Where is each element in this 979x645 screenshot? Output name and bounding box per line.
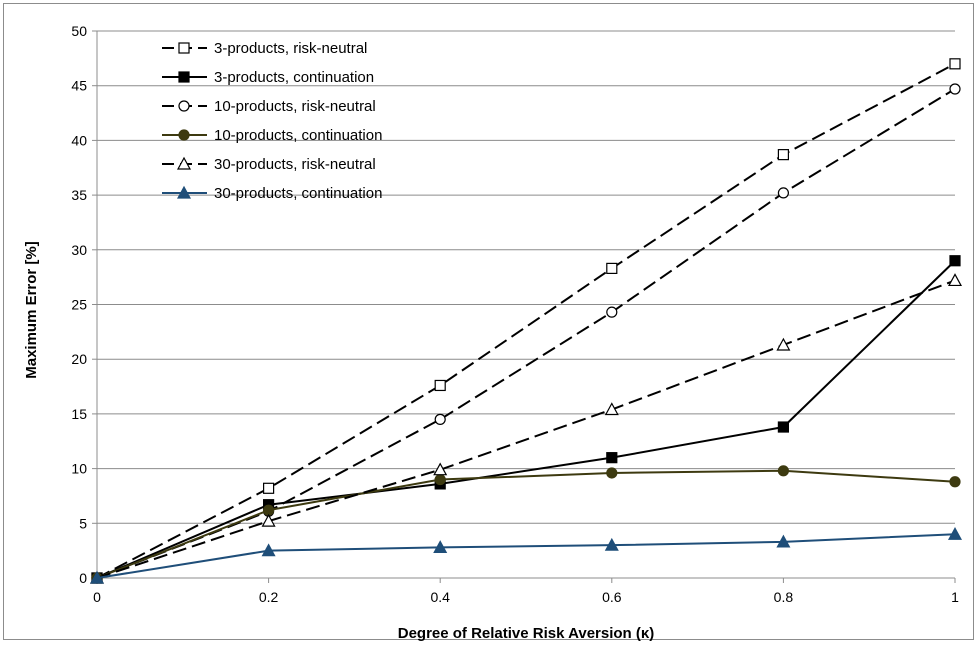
x-tick-label: 1 (951, 589, 959, 605)
x-tick-label: 0.6 (602, 589, 622, 605)
y-tick-label: 5 (79, 515, 87, 531)
legend-item: 3-products, risk-neutral (162, 40, 367, 57)
chart-frame (3, 3, 974, 640)
data-point (606, 452, 618, 464)
x-tick-label: 0.8 (774, 589, 794, 605)
legend-label: 3-products, continuation (214, 69, 374, 86)
y-tick-label: 30 (71, 242, 87, 258)
y-tick-label: 35 (71, 187, 87, 203)
legend-label: 3-products, risk-neutral (214, 40, 367, 57)
data-point (777, 421, 790, 433)
series-6 (89, 526, 963, 584)
x-axis-title: Degree of Relative Risk Aversion (κ) (398, 625, 655, 642)
data-point (606, 306, 618, 318)
data-point (604, 537, 619, 551)
data-point (776, 337, 791, 351)
y-tick-label: 15 (71, 406, 87, 422)
series-line (96, 260, 956, 579)
legend-item: 3-products, continuation (162, 69, 374, 86)
data-point (433, 462, 448, 476)
legend-swatch-marker (178, 100, 190, 112)
data-point (434, 379, 446, 392)
legend-item: 10-products, continuation (162, 127, 382, 144)
series-line (96, 469, 956, 579)
x-tick-label: 0 (93, 589, 101, 605)
y-tick-label: 50 (71, 23, 87, 39)
data-point (947, 273, 963, 287)
data-point (777, 149, 790, 161)
legend-swatch-marker (178, 129, 190, 141)
legend-label: 30-products, continuation (214, 185, 382, 202)
data-point (949, 255, 961, 267)
data-point (261, 543, 276, 557)
series-line (96, 62, 956, 579)
data-point (606, 467, 618, 479)
y-tick-label: 20 (71, 351, 87, 367)
axes: 0 5 10 15 20 25 30 35 40 45 50 0 0.2 0.4 0.6 0.8 1 (71, 23, 959, 605)
data-point (89, 570, 105, 584)
data-point (433, 540, 448, 553)
series-lines (89, 58, 963, 584)
legend-item: 30-products, continuation (162, 185, 382, 202)
data-point (261, 513, 276, 527)
legend-item: 30-products, risk-neutral (162, 156, 376, 173)
y-tick-label: 10 (71, 461, 87, 477)
legend-swatch-marker (178, 42, 190, 54)
legend-label: 10-products, continuation (214, 127, 382, 144)
legend-swatch-marker (178, 71, 190, 83)
data-point (604, 402, 619, 416)
y-tick-label: 25 (71, 297, 87, 313)
series-line (96, 279, 956, 579)
data-point (777, 465, 790, 477)
y-tick-label: 40 (71, 132, 87, 148)
x-tick-label: 0.2 (259, 589, 279, 605)
data-point (949, 58, 961, 70)
x-tick-label: 0.4 (430, 589, 450, 605)
data-point (777, 187, 790, 199)
legend-swatch-marker (176, 156, 192, 170)
legend-swatch-marker (176, 185, 192, 199)
data-point (434, 413, 446, 425)
legend: 3-products, risk-neutral 3-products, cont… (162, 40, 382, 202)
data-point (949, 83, 961, 95)
data-point (947, 526, 963, 540)
y-tick-label: 0 (79, 570, 87, 586)
legend-label: 10-products, risk-neutral (214, 98, 376, 115)
legend-item: 10-products, risk-neutral (162, 98, 376, 115)
data-point (606, 262, 618, 274)
data-point (263, 504, 275, 516)
data-point (949, 476, 961, 488)
data-point (776, 534, 791, 548)
legend-label: 30-products, risk-neutral (214, 156, 376, 173)
data-point (434, 473, 446, 486)
data-point (263, 482, 275, 494)
series-line (96, 533, 956, 579)
y-axis-title: Maximum Error [%] (23, 241, 40, 379)
series-5 (89, 273, 963, 584)
y-tick-label: 45 (71, 78, 87, 94)
